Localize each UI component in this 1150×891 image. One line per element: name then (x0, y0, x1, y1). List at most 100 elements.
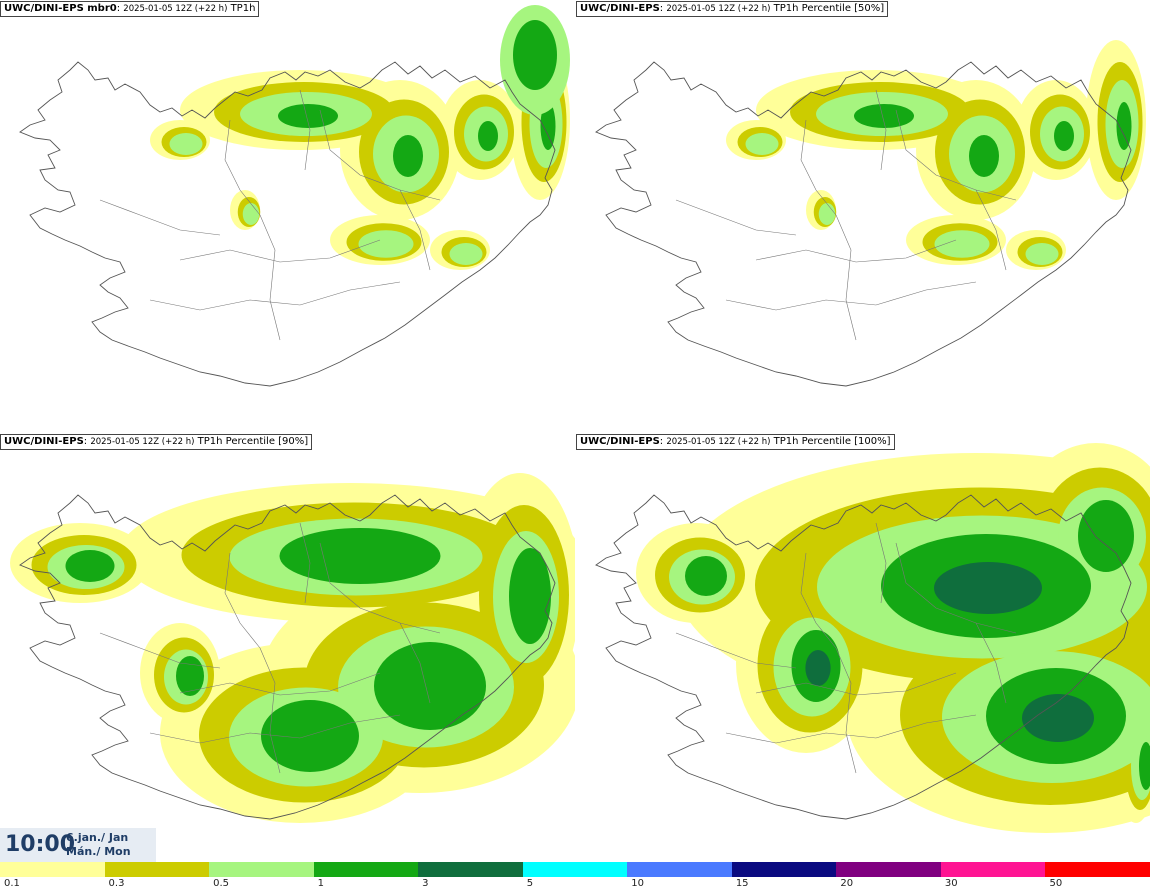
legend-swatch (0, 862, 106, 877)
precip-area (242, 203, 260, 225)
legend-tick-label: 0.5 (213, 878, 229, 889)
precip-area (934, 230, 990, 258)
road-line (259, 214, 281, 341)
road-line (179, 239, 381, 263)
legend-swatch (313, 862, 420, 877)
precip-map-mbr0 (19, 5, 570, 387)
legend-tick-label: 20 (840, 878, 854, 889)
coastline (19, 61, 556, 387)
precip-map-p90 (10, 473, 575, 823)
road-line (675, 632, 797, 669)
precip-area (934, 562, 1042, 614)
precip-area (1054, 121, 1074, 151)
coastline (19, 494, 556, 820)
precip-area (1139, 742, 1150, 790)
color-legend: 0.1 0.3 0.5 1 3 5 10 15 20 30 50 (0, 862, 1150, 891)
precip-area (685, 556, 727, 596)
road-line (299, 522, 311, 604)
road-line (675, 199, 797, 236)
precip-area (65, 550, 115, 582)
precip-area (449, 243, 483, 265)
legend-swatch (418, 862, 524, 877)
precip-area (818, 203, 836, 225)
road-line (875, 89, 887, 171)
road-line (399, 189, 431, 271)
precip-area (1025, 243, 1059, 265)
road-line (895, 109, 1017, 201)
road-line (975, 189, 1007, 271)
legend-swatch (104, 862, 211, 877)
road-line (895, 542, 1017, 634)
precip-area (393, 135, 423, 177)
road-line (319, 109, 441, 201)
precip-area (169, 133, 203, 155)
road-line (800, 552, 837, 649)
precip-area (1078, 500, 1134, 572)
valid-date: 6.jan./ Jan Mán./ Mon (66, 831, 131, 858)
road-line (99, 199, 221, 236)
precip-area (478, 121, 498, 151)
legend-swatch (1045, 862, 1150, 877)
road-line (725, 714, 977, 744)
map-panel-p50: UWC/DINI-EPS: 2025-01-05 12Z (+22 h) TP1… (576, 0, 1150, 432)
precip-area (745, 133, 779, 155)
legend-tick-label: 5 (526, 878, 534, 889)
precip-area (509, 548, 551, 644)
panel-title-p50: UWC/DINI-EPS: 2025-01-05 12Z (+22 h) TP1… (576, 1, 889, 17)
road-line (875, 522, 887, 604)
road-line (299, 89, 311, 171)
precip-area (358, 230, 414, 258)
legend-tick-label: 1 (317, 878, 324, 889)
road-line (224, 119, 261, 216)
road-line (725, 281, 977, 311)
coastline (595, 494, 1132, 820)
panel-title-p100: UWC/DINI-EPS: 2025-01-05 12Z (+22 h) TP1… (576, 434, 895, 450)
precip-area (854, 104, 914, 128)
legend-tick-label: 15 (735, 878, 749, 889)
legend-tick-label: 50 (1049, 878, 1063, 889)
road-line (399, 622, 431, 704)
precip-area (805, 650, 831, 686)
road-line (179, 672, 381, 696)
precip-area (969, 135, 999, 177)
road-line (99, 632, 221, 669)
road-line (755, 672, 957, 696)
road-line (149, 281, 401, 311)
map-panel-p90: UWC/DINI-EPS: 2025-01-05 12Z (+22 h) TP1… (0, 433, 575, 865)
precip-area (513, 20, 557, 90)
legend-swatch (836, 862, 942, 877)
legend-swatch (522, 862, 629, 877)
legend-swatch (731, 862, 838, 877)
precip-area (1116, 102, 1132, 150)
road-line (800, 119, 837, 216)
road-line (835, 214, 857, 341)
coastline (595, 61, 1132, 387)
road-line (975, 622, 1007, 704)
precip-area (1022, 694, 1094, 742)
road-line (259, 647, 281, 774)
map-panel-mbr0: UWC/DINI-EPS mbr0: 2025-01-05 12Z (+22 h… (0, 0, 575, 432)
valid-time: 10:00 (5, 832, 76, 857)
legend-swatch (627, 862, 733, 877)
legend-swatch (209, 862, 315, 877)
legend-tick-label: 0.1 (4, 878, 20, 889)
road-line (319, 542, 441, 634)
precip-area (374, 642, 486, 730)
panel-title-mbr0: UWC/DINI-EPS mbr0: 2025-01-05 12Z (+22 h… (0, 1, 260, 17)
road-line (149, 714, 401, 744)
road-line (755, 239, 957, 263)
panel-title-p90: UWC/DINI-EPS: 2025-01-05 12Z (+22 h) TP1… (0, 434, 313, 450)
valid-time-box: 10:00 6.jan./ Jan Mán./ Mon (0, 828, 156, 862)
precip-area (279, 528, 441, 584)
precip-area (261, 700, 359, 772)
road-line (224, 552, 261, 649)
map-panel-p100: UWC/DINI-EPS: 2025-01-05 12Z (+22 h) TP1… (576, 433, 1150, 865)
precip-area (540, 102, 556, 150)
legend-tick-label: 10 (631, 878, 644, 889)
precip-area (176, 656, 204, 696)
legend-swatch (940, 862, 1047, 877)
road-line (835, 647, 857, 774)
precip-area (278, 104, 338, 128)
legend-tick-label: 30 (944, 878, 958, 889)
precip-map-p50 (595, 40, 1146, 387)
